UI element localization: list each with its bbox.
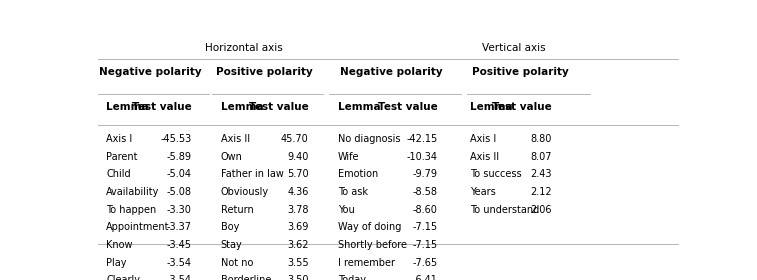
Text: -42.15: -42.15 [407,134,438,144]
Text: Lemma: Lemma [338,102,381,111]
Text: I remember: I remember [338,258,395,268]
Text: 8.80: 8.80 [531,134,553,144]
Text: Clearly: Clearly [106,275,140,280]
Text: -5.89: -5.89 [167,151,192,162]
Text: Negative polarity: Negative polarity [99,67,201,77]
Text: Boy: Boy [221,222,239,232]
Text: -3.45: -3.45 [167,240,192,250]
Text: -45.53: -45.53 [160,134,192,144]
Text: -3.54: -3.54 [167,258,192,268]
Text: 3.50: 3.50 [287,275,309,280]
Text: Stay: Stay [221,240,242,250]
Text: Child: Child [106,169,131,179]
Text: 45.70: 45.70 [281,134,309,144]
Text: Today: Today [338,275,366,280]
Text: To success: To success [470,169,522,179]
Text: Test value: Test value [378,102,438,111]
Text: Axis II: Axis II [221,134,250,144]
Text: Positive polarity: Positive polarity [472,67,569,77]
Text: You: You [338,205,355,214]
Text: To ask: To ask [338,187,368,197]
Text: Own: Own [221,151,243,162]
Text: 3.55: 3.55 [287,258,309,268]
Text: Parent: Parent [106,151,138,162]
Text: No diagnosis: No diagnosis [338,134,400,144]
Text: To happen: To happen [106,205,157,214]
Text: 4.36: 4.36 [288,187,309,197]
Text: Vertical axis: Vertical axis [482,43,546,53]
Text: Emotion: Emotion [338,169,378,179]
Text: Axis I: Axis I [470,134,497,144]
Text: Know: Know [106,240,133,250]
Text: 2.12: 2.12 [531,187,553,197]
Text: Horizontal axis: Horizontal axis [205,43,283,53]
Text: Obviously: Obviously [221,187,269,197]
Text: Axis I: Axis I [106,134,132,144]
Text: -8.58: -8.58 [413,187,438,197]
Text: 3.69: 3.69 [288,222,309,232]
Text: -7.65: -7.65 [413,258,438,268]
Text: Shortly before: Shortly before [338,240,407,250]
Text: Lemma: Lemma [106,102,149,111]
Text: -10.34: -10.34 [407,151,438,162]
Text: Axis II: Axis II [470,151,499,162]
Text: Lemma: Lemma [470,102,512,111]
Text: 2.06: 2.06 [531,205,553,214]
Text: -5.08: -5.08 [167,187,192,197]
Text: Not no: Not no [221,258,253,268]
Text: Positive polarity: Positive polarity [217,67,313,77]
Text: Way of doing: Way of doing [338,222,401,232]
Text: -3.30: -3.30 [167,205,192,214]
Text: Test value: Test value [249,102,309,111]
Text: 8.07: 8.07 [531,151,553,162]
Text: -6.41: -6.41 [413,275,438,280]
Text: 2.43: 2.43 [531,169,553,179]
Text: Years: Years [470,187,496,197]
Text: Test value: Test value [493,102,553,111]
Text: 9.40: 9.40 [288,151,309,162]
Text: Availability: Availability [106,187,160,197]
Text: Test value: Test value [132,102,192,111]
Text: 5.70: 5.70 [287,169,309,179]
Text: Appointment: Appointment [106,222,170,232]
Text: Lemma: Lemma [221,102,263,111]
Text: Father in law: Father in law [221,169,284,179]
Text: 3.62: 3.62 [287,240,309,250]
Text: -7.15: -7.15 [413,222,438,232]
Text: -7.15: -7.15 [413,240,438,250]
Text: Wife: Wife [338,151,360,162]
Text: 3.78: 3.78 [287,205,309,214]
Text: To understand: To understand [470,205,539,214]
Text: Borderline: Borderline [221,275,271,280]
Text: -3.54: -3.54 [167,275,192,280]
Text: Negative polarity: Negative polarity [340,67,442,77]
Text: -5.04: -5.04 [167,169,192,179]
Text: Play: Play [106,258,127,268]
Text: Return: Return [221,205,254,214]
Text: -9.79: -9.79 [413,169,438,179]
Text: -3.37: -3.37 [167,222,192,232]
Text: -8.60: -8.60 [413,205,438,214]
